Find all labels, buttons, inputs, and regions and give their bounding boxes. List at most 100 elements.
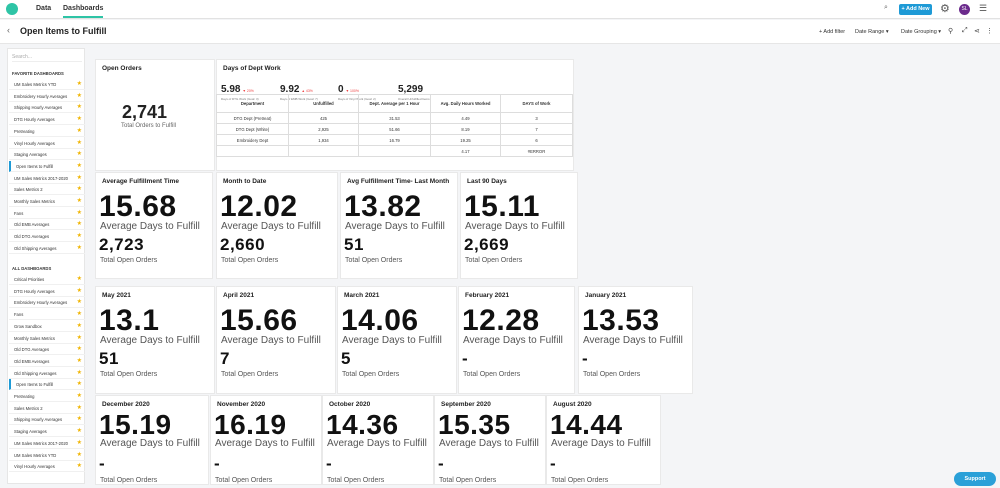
sidebar-item[interactable]: DTG Hourly Averages ★ xyxy=(9,286,85,297)
sidebar-item[interactable]: UM Sales Metrics YTD ★ xyxy=(9,450,85,461)
sidebar-item[interactable]: Staging Averages ★ xyxy=(9,149,85,161)
date-grouping-dropdown[interactable]: Date Grouping ▾ xyxy=(901,29,942,35)
star-icon[interactable]: ★ xyxy=(76,276,82,282)
sidebar-item[interactable]: DTG Hourly Averages ★ xyxy=(9,114,85,126)
back-arrow-icon[interactable]: ‹ xyxy=(7,25,10,35)
card-title: Open Orders xyxy=(102,65,142,72)
sidebar-item[interactable]: Old DTG Averages ★ xyxy=(9,231,85,243)
sidebar-search-input[interactable]: Search... xyxy=(12,53,82,62)
sidebar-item[interactable]: Shipping Hourly Averages ★ xyxy=(9,414,85,426)
star-icon[interactable]: ★ xyxy=(76,81,82,87)
search-icon[interactable]: ⌕ xyxy=(884,4,888,11)
sidebar-item[interactable]: Shipping Hourly Averages ★ xyxy=(9,102,85,114)
star-icon[interactable]: ★ xyxy=(76,334,82,341)
star-icon[interactable]: ★ xyxy=(76,127,82,134)
sidebar-item[interactable]: Old EMB Averages ★ xyxy=(9,219,85,231)
star-icon[interactable]: ★ xyxy=(76,404,82,411)
menu-icon[interactable]: ☰ xyxy=(979,3,988,13)
support-button[interactable]: Support xyxy=(954,472,996,486)
count-label: Total Open Orders xyxy=(342,371,400,378)
avatar[interactable]: SL xyxy=(959,4,970,15)
sidebar-item[interactable]: Old Shipping Averages ★ xyxy=(9,243,85,254)
star-icon[interactable]: ★ xyxy=(76,439,82,446)
star-icon[interactable]: ★ xyxy=(76,198,82,204)
star-icon[interactable]: ★ xyxy=(76,244,82,251)
sidebar-item[interactable]: Monthly Sales Metrics ★ xyxy=(9,333,85,344)
sidebar-item[interactable]: Staging Averages ★ xyxy=(9,426,85,438)
star-icon[interactable]: ★ xyxy=(76,428,82,435)
sidebar-item[interactable]: Fans ★ xyxy=(9,208,85,219)
star-icon[interactable]: ★ xyxy=(76,346,82,353)
star-icon[interactable]: ★ xyxy=(76,92,82,99)
sidebar-item-label: Critical Priorities xyxy=(14,277,45,282)
table-cell: 8.19 xyxy=(430,123,501,135)
sidebar-item[interactable]: Open Items to Fulfill ★ xyxy=(9,379,85,391)
sidebar-item[interactable]: Embroidery Hourly Averages ★ xyxy=(9,297,85,309)
sidebar-item[interactable]: Pretreating ★ xyxy=(9,391,85,402)
sidebar-item[interactable]: Embroidery Hourly Averages ★ xyxy=(9,91,85,102)
binoculars-icon[interactable]: ⚲ xyxy=(948,28,954,35)
sidebar-item[interactable]: Old Shipping Averages ★ xyxy=(9,368,85,379)
sidebar-item[interactable]: Open Items to Fulfill ★ xyxy=(9,160,85,172)
kpi-delta: ▼ 100% xyxy=(345,89,359,93)
tab-dashboards[interactable]: Dashboards xyxy=(63,5,104,18)
star-icon[interactable]: ★ xyxy=(76,104,82,111)
sidebar-item-label: Shipping Hourly Averages xyxy=(14,417,63,423)
share-icon[interactable]: ⋖ xyxy=(974,28,980,35)
table-cell: 425 xyxy=(288,112,359,124)
sidebar-item[interactable]: UM Sales Metrics 2017-2020 ★ xyxy=(9,438,85,449)
star-icon[interactable]: ★ xyxy=(76,381,82,388)
table-cell: 6 xyxy=(500,134,573,146)
gear-icon[interactable]: ⚙ xyxy=(940,3,950,15)
sidebar-item[interactable]: Vinyl Hourly Averages ★ xyxy=(9,138,85,149)
star-icon[interactable]: ★ xyxy=(76,463,82,470)
sidebar-item[interactable]: Critical Priorities ★ xyxy=(9,274,85,285)
page-title: Open Items to Fulfill xyxy=(20,26,107,36)
sidebar-item[interactable]: Vinyl Hourly Averages ★ xyxy=(9,461,85,473)
sidebar-item[interactable]: Sales Metrics 2 ★ xyxy=(9,403,85,414)
sidebar-item[interactable]: Old EMB Averages ★ xyxy=(9,356,85,367)
star-icon[interactable]: ★ xyxy=(76,162,82,169)
expand-icon[interactable]: ⤢ xyxy=(962,27,968,34)
star-icon[interactable]: ★ xyxy=(76,287,82,294)
sidebar-item-label: DTG Hourly Averages xyxy=(14,117,55,123)
kpi-value: 9.92 xyxy=(280,84,300,95)
star-icon[interactable]: ★ xyxy=(76,233,82,240)
sidebar-item[interactable]: Old DTG Averages ★ xyxy=(9,344,85,356)
add-new-button[interactable]: + Add New xyxy=(899,4,932,15)
add-filter-button[interactable]: + Add filter xyxy=(819,29,846,35)
star-icon[interactable]: ★ xyxy=(76,322,82,329)
star-icon[interactable]: ★ xyxy=(76,357,82,364)
sidebar-item[interactable]: Pretreating ★ xyxy=(9,126,85,137)
metric-card: May 2021 13.1 Average Days to Fulfill 51 Tot… xyxy=(95,286,215,394)
sidebar-item-label: Sales Metrics 2 xyxy=(14,405,43,411)
star-icon[interactable]: ★ xyxy=(76,116,82,123)
card-title: December 2020 xyxy=(102,401,150,408)
sidebar-item[interactable]: Sales Metrics 2 ★ xyxy=(9,184,85,196)
sidebar-item-label: Open Items to Fulfill xyxy=(16,163,54,169)
more-icon[interactable]: ⋮ xyxy=(986,28,993,35)
star-icon[interactable]: ★ xyxy=(76,299,82,306)
star-icon[interactable]: ★ xyxy=(76,393,82,399)
star-icon[interactable]: ★ xyxy=(76,311,82,318)
app-logo[interactable] xyxy=(6,3,18,15)
sidebar-item[interactable]: UM Sales Metrics 2017-2020 ★ xyxy=(9,173,85,184)
star-icon[interactable]: ★ xyxy=(76,221,82,228)
star-icon[interactable]: ★ xyxy=(76,209,82,216)
star-icon[interactable]: ★ xyxy=(76,139,82,146)
star-icon[interactable]: ★ xyxy=(76,369,82,376)
sidebar-item[interactable]: Grow Sandbox ★ xyxy=(9,321,85,332)
star-icon[interactable]: ★ xyxy=(76,186,82,193)
star-icon[interactable]: ★ xyxy=(76,451,82,458)
tab-data[interactable]: Data xyxy=(36,5,52,12)
star-icon[interactable]: ★ xyxy=(76,151,82,158)
card-title: October 2020 xyxy=(329,401,371,408)
star-icon[interactable]: ★ xyxy=(76,416,82,423)
sidebar-item[interactable]: UM Sales Metrics YTD ★ xyxy=(9,79,85,90)
star-icon[interactable]: ★ xyxy=(76,174,82,181)
sidebar-item[interactable]: Fans ★ xyxy=(9,309,85,321)
sidebar-item-label: Embroidery Hourly Averages xyxy=(14,93,68,99)
sidebar-item[interactable]: Monthly Sales Metrics ★ xyxy=(9,196,85,207)
date-range-dropdown[interactable]: Date Range ▾ xyxy=(855,29,889,35)
metric-sub-label: Average Days to Fulfill xyxy=(345,221,445,232)
